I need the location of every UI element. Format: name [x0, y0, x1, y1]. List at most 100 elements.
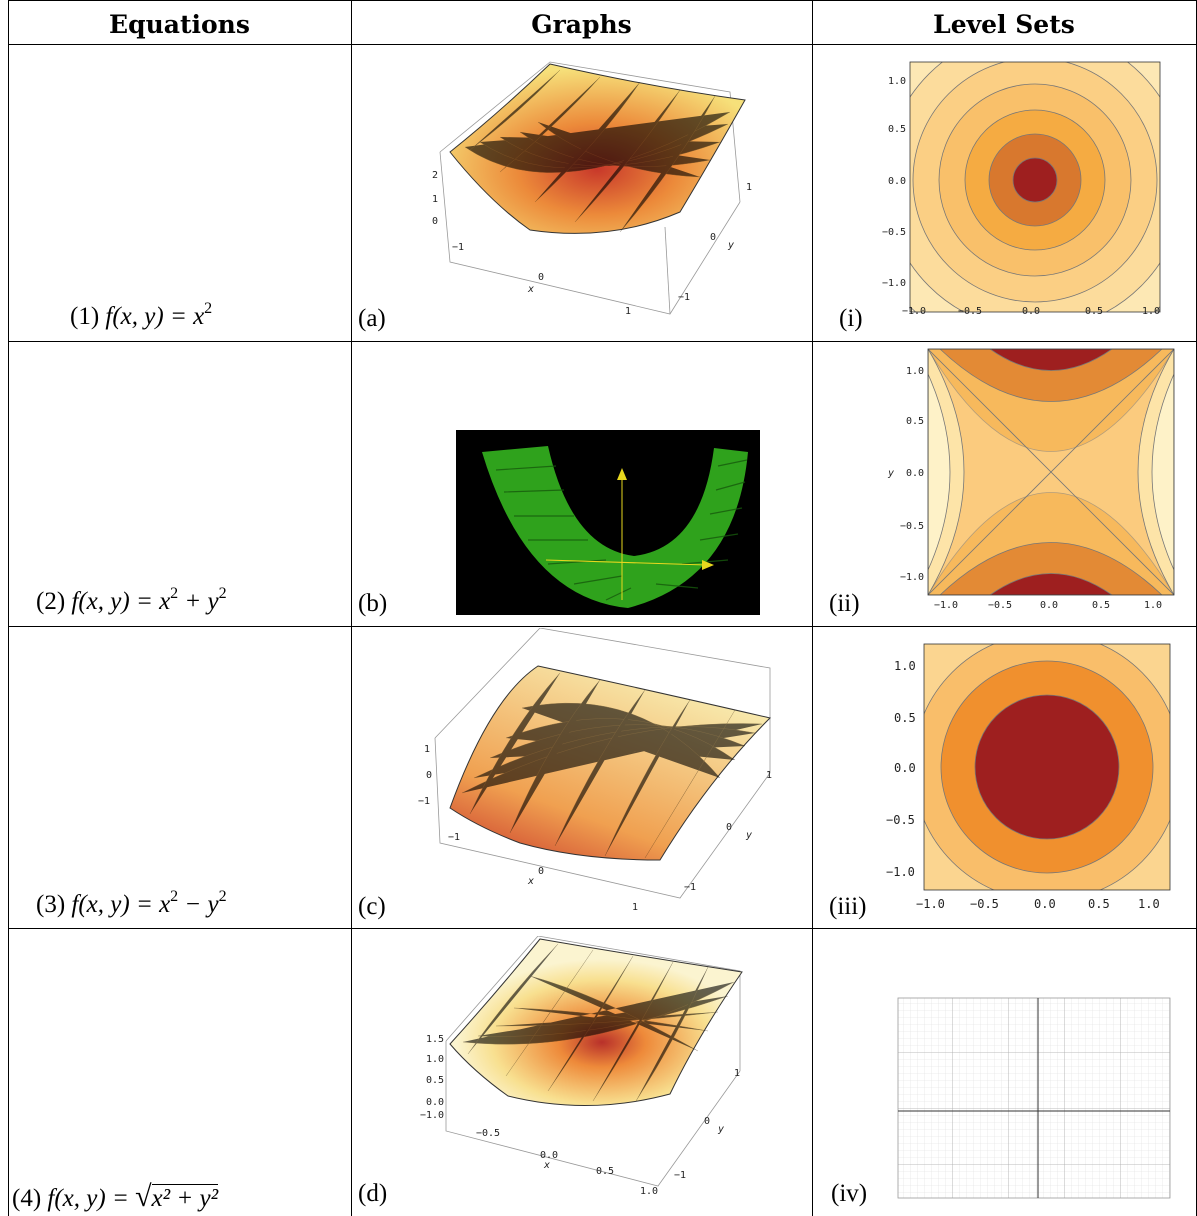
plot-frame — [923, 643, 1171, 891]
x-tick: −1 — [452, 242, 464, 253]
level-label-i: (i) — [839, 305, 863, 332]
graph-paper-iv — [897, 997, 1171, 1199]
svg-text:−0.5: −0.5 — [900, 521, 924, 532]
table-border-left — [8, 0, 9, 1216]
column-divider — [351, 0, 352, 1216]
y-tick: 1 — [734, 1068, 740, 1079]
y-tick: −1 — [678, 292, 690, 303]
surface — [482, 446, 748, 608]
y-tick: −1 — [684, 882, 696, 893]
x-tick: 0 — [538, 866, 544, 877]
y-ticks: 1.0 0.5 0.0 −0.5 −1.0 — [882, 76, 906, 289]
z-tick: 0.0 — [426, 1097, 444, 1108]
header-graphs: Graphs — [531, 10, 632, 39]
svg-text:0.5: 0.5 — [906, 416, 924, 427]
svg-text:1.0: 1.0 — [1144, 600, 1162, 611]
contour-fill — [910, 62, 1160, 312]
x-axis-label: x — [527, 284, 534, 295]
svg-text:0.5: 0.5 — [1088, 897, 1110, 911]
svg-text:−0.5: −0.5 — [886, 813, 915, 827]
sqrt-sign: √ — [135, 1180, 152, 1213]
svg-text:0.0: 0.0 — [1040, 600, 1058, 611]
x-tick: −0.5 — [476, 1128, 500, 1139]
svg-text:−0.5: −0.5 — [882, 227, 906, 238]
svg-text:0.0: 0.0 — [894, 761, 916, 775]
level-label-iv: (iv) — [831, 1180, 868, 1207]
contour-plot-iii: 1.0 0.5 0.0 −0.5 −1.0 −1.0 −0.5 0.0 0.5 … — [886, 643, 1171, 911]
mesh — [464, 69, 731, 233]
header-equations: Equations — [109, 10, 250, 39]
y-axis-label: y — [717, 1124, 724, 1135]
surface-plot-d: 1.5 1.0 0.5 0.0 −1.0 −0.5 0.0 x 0.5 1.0 … — [420, 936, 743, 1197]
svg-text:1.0: 1.0 — [894, 659, 916, 673]
y-tick: 0 — [704, 1116, 710, 1127]
mesh — [462, 943, 735, 1102]
plot-frame — [927, 348, 1175, 596]
x-tick: 1 — [632, 902, 638, 913]
z-tick: 1 — [424, 744, 430, 755]
svg-text:0.5: 0.5 — [1085, 306, 1103, 317]
header-level-sets: Level Sets — [933, 10, 1075, 39]
contour-fill — [928, 349, 1174, 595]
contour-plot-i: 1.0 0.5 0.0 −0.5 −1.0 −1.0 −0.5 0.0 0.5 … — [882, 61, 1161, 317]
equation-3: (3) f(x, y) = x2 − y2 — [36, 888, 227, 919]
z-ticks: 2 1 0 — [432, 170, 438, 227]
svg-text:1.0: 1.0 — [1138, 897, 1160, 911]
svg-text:−0.5: −0.5 — [988, 600, 1012, 611]
x-ticks: −1.0 −0.5 0.0 0.5 1.0 — [902, 306, 1160, 317]
x-tick: 1.0 — [640, 1186, 658, 1197]
graph-label-d: (d) — [358, 1180, 388, 1207]
svg-text:0.0: 0.0 — [1034, 897, 1056, 911]
svg-text:0.0: 0.0 — [906, 468, 924, 479]
equation-2: (2) f(x, y) = x2 + y2 — [36, 585, 227, 616]
z-tick: 1.5 — [426, 1034, 444, 1045]
sqrt-radicand: x² + y² — [151, 1184, 219, 1212]
x-tick: 0 — [538, 272, 544, 283]
z-tick: 0.5 — [426, 1075, 444, 1086]
plot-frame — [909, 61, 1161, 313]
surface-plot-c: 1 0 −1 −1 0 1 x 1 0 −1 y — [418, 628, 772, 913]
x-tick: 0.5 — [596, 1166, 614, 1177]
level-label-iii: (iii) — [829, 893, 867, 920]
svg-text:0.5: 0.5 — [888, 124, 906, 135]
grid — [897, 997, 1171, 1199]
surface-plot-a: 2 1 0 −1 0 1 x 1 0 −1 y — [432, 61, 752, 317]
x-tick: −1.0 — [420, 1110, 444, 1121]
svg-text:−1.0: −1.0 — [916, 897, 945, 911]
mesh — [461, 672, 763, 859]
y-tick: −1 — [674, 1170, 686, 1181]
svg-text:1.0: 1.0 — [906, 366, 924, 377]
z-tick: 1 — [432, 194, 438, 205]
x-tick: 1 — [625, 306, 631, 317]
function-matching-table: Equations Graphs Level Sets (1) f(x, y) … — [8, 0, 1197, 1216]
column-divider — [812, 0, 813, 1216]
svg-text:0.5: 0.5 — [894, 711, 916, 725]
graph-label-b: (b) — [358, 590, 388, 617]
x-tick: 0.0 — [540, 1150, 558, 1161]
row-divider — [8, 626, 1197, 627]
y-tick: 1 — [766, 770, 772, 781]
graph-label-c: (c) — [358, 893, 386, 920]
svg-text:0.0: 0.0 — [1022, 306, 1040, 317]
y-tick: 1 — [746, 182, 752, 193]
y-axis-label: y — [727, 240, 734, 251]
contour-fill — [924, 644, 1170, 890]
x-axis — [545, 559, 707, 566]
z-tick: −1 — [418, 796, 430, 807]
z-tick: 0 — [426, 770, 432, 781]
svg-text:−0.5: −0.5 — [970, 897, 999, 911]
x-axis-arrow — [702, 560, 714, 570]
equation-1: (1) f(x, y) = x2 — [70, 300, 213, 331]
bounding-box — [445, 936, 741, 1187]
svg-text:−1.0: −1.0 — [886, 865, 915, 879]
equation-4: (4) f(x, y) = √x² + y² — [12, 1180, 219, 1213]
x-axis-label: x — [527, 876, 534, 887]
y-ticks: 1.0 0.5 0.0 −0.5 −1.0 — [886, 659, 916, 879]
y-tick: 0 — [726, 822, 732, 833]
svg-text:1.0: 1.0 — [888, 76, 906, 87]
x-ticks: −1.0 −0.5 0.0 0.5 1.0 — [916, 897, 1160, 911]
row-divider — [8, 928, 1197, 929]
x-axis-label: x — [543, 1160, 550, 1171]
svg-text:−1.0: −1.0 — [934, 600, 958, 611]
surface-plot-b — [456, 430, 760, 615]
